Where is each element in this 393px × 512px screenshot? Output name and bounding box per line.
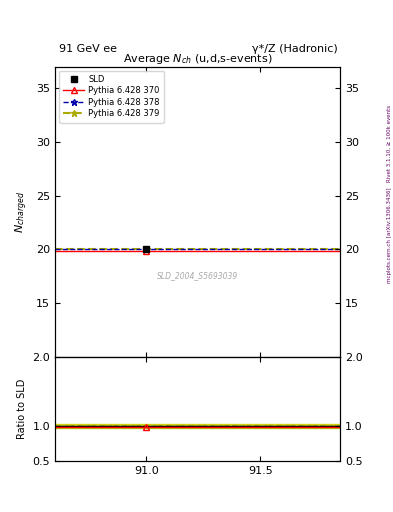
Y-axis label: Ratio to SLD: Ratio to SLD xyxy=(17,379,27,439)
Text: Rivet 3.1.10, ≥ 100k events: Rivet 3.1.10, ≥ 100k events xyxy=(387,105,392,182)
Text: γ*/Z (Hadronic): γ*/Z (Hadronic) xyxy=(252,44,338,54)
Text: SLD_2004_S5693039: SLD_2004_S5693039 xyxy=(157,271,238,280)
Legend: SLD, Pythia 6.428 370, Pythia 6.428 378, Pythia 6.428 379: SLD, Pythia 6.428 370, Pythia 6.428 378,… xyxy=(59,71,164,122)
Text: 91 GeV ee: 91 GeV ee xyxy=(59,44,117,54)
Title: Average $N_{ch}$ (u,d,s-events): Average $N_{ch}$ (u,d,s-events) xyxy=(123,52,272,67)
Y-axis label: $N_{charged}$: $N_{charged}$ xyxy=(14,190,31,233)
Text: mcplots.cern.ch [arXiv:1306.3436]: mcplots.cern.ch [arXiv:1306.3436] xyxy=(387,188,392,283)
